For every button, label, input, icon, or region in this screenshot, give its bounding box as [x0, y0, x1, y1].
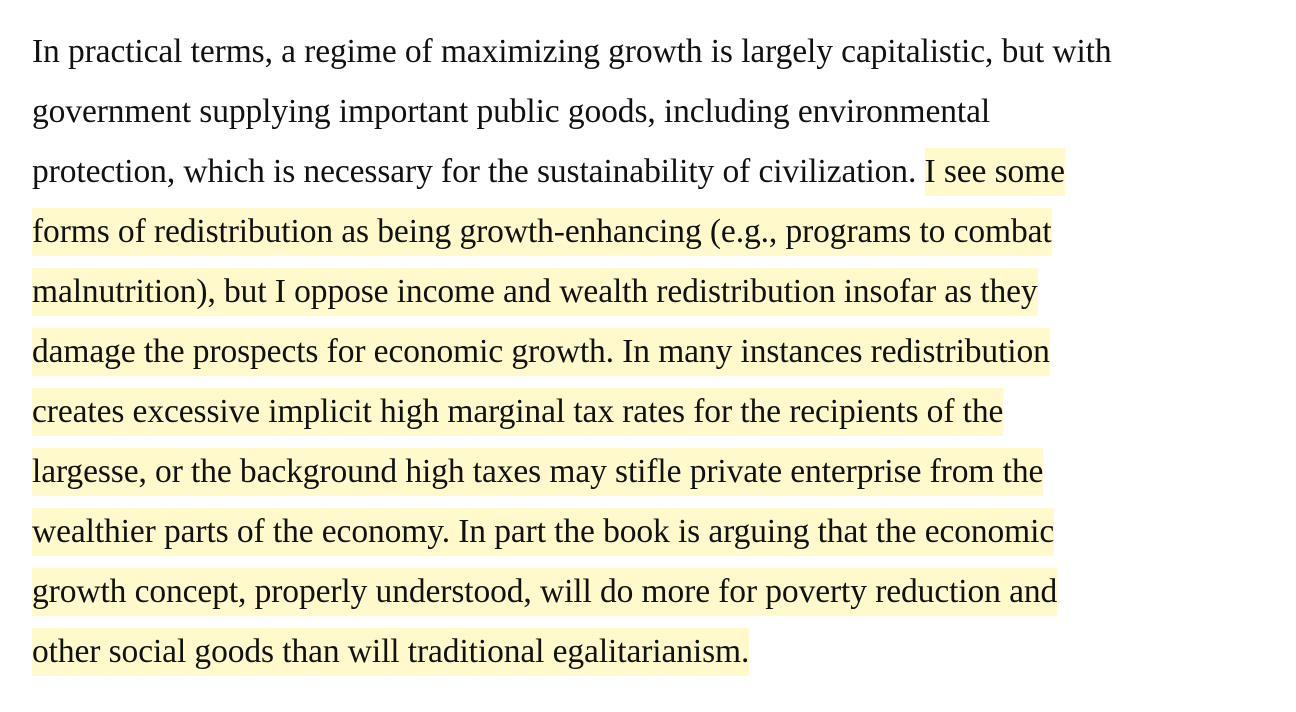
- text-line-8: largesse, or the background high taxes m…: [32, 442, 1282, 502]
- highlighted-text[interactable]: damage the prospects for economic growth…: [32, 328, 1050, 376]
- text-line-6: damage the prospects for economic growth…: [32, 322, 1282, 382]
- text-line-7: creates excessive implicit high marginal…: [32, 382, 1282, 442]
- text-line-10: growth concept, properly understood, wil…: [32, 562, 1282, 622]
- text-line-9: wealthier parts of the economy. In part …: [32, 502, 1282, 562]
- highlighted-text[interactable]: forms of redistribution as being growth-…: [32, 208, 1052, 256]
- highlighted-text[interactable]: I see some: [924, 148, 1065, 196]
- highlighted-text[interactable]: other social goods than will traditional…: [32, 628, 749, 676]
- text-line-11: other social goods than will traditional…: [32, 622, 1282, 682]
- highlighted-text[interactable]: wealthier parts of the economy. In part …: [32, 508, 1054, 556]
- highlighted-text[interactable]: creates excessive implicit high marginal…: [32, 388, 1003, 436]
- plain-text: protection, which is necessary for the s…: [32, 153, 925, 190]
- text-line-5: malnutrition), but I oppose income and w…: [32, 262, 1282, 322]
- plain-text: government supplying important public go…: [32, 93, 991, 130]
- plain-text: In practical terms, a regime of maximizi…: [32, 33, 1112, 70]
- text-line-4: forms of redistribution as being growth-…: [32, 202, 1282, 262]
- highlighted-text[interactable]: malnutrition), but I oppose income and w…: [32, 268, 1038, 316]
- highlighted-text[interactable]: largesse, or the background high taxes m…: [32, 448, 1043, 496]
- highlighted-text[interactable]: growth concept, properly understood, wil…: [32, 568, 1057, 616]
- text-line-1: In practical terms, a regime of maximizi…: [32, 22, 1282, 82]
- text-line-3: protection, which is necessary for the s…: [32, 142, 1282, 202]
- highlighted-paragraph: In practical terms, a regime of maximizi…: [32, 22, 1282, 682]
- text-line-2: government supplying important public go…: [32, 82, 1282, 142]
